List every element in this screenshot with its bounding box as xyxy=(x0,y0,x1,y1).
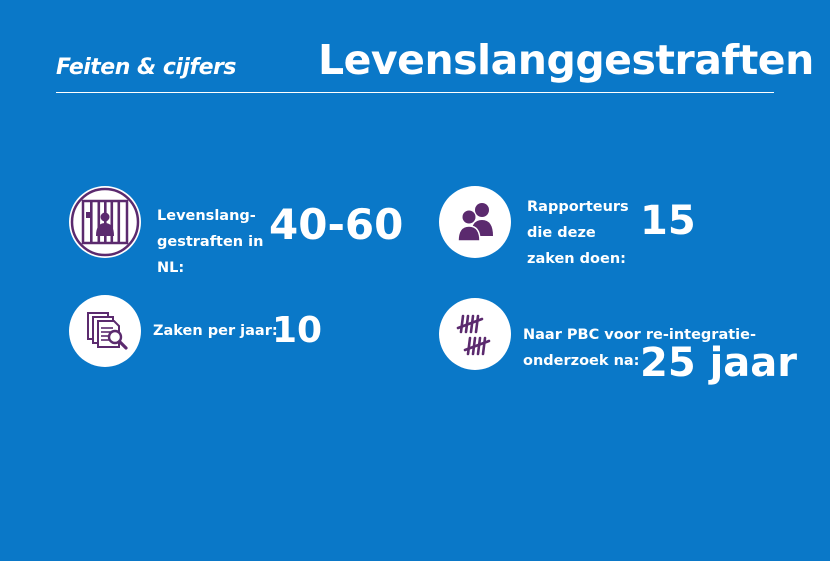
tally-marks-icon xyxy=(439,298,511,370)
fact-label-line: Naar PBC voor re-integratie- xyxy=(523,327,756,343)
fact-label-line: die deze xyxy=(527,225,596,241)
brand-label: Feiten & cijfers xyxy=(56,55,236,80)
fact-label-line: Levenslang- xyxy=(157,208,256,224)
document-search-icon xyxy=(69,295,141,367)
page-title: Levenslanggestraften xyxy=(318,36,814,84)
fact-label-pbc: Naar PBC voor re-integratie- onderzoek n… xyxy=(523,322,756,374)
fact-label-line: zaken doen: xyxy=(527,251,626,267)
people-icon xyxy=(439,186,511,258)
fact-label-line: Zaken per jaar: xyxy=(153,323,278,339)
fact-label-line: NL: xyxy=(157,260,185,276)
fact-value-lifers: 40-60 xyxy=(269,200,404,249)
fact-label-line: Rapporteurs xyxy=(527,199,629,215)
prison-bars-icon xyxy=(69,186,141,258)
fact-value-cases: 10 xyxy=(272,310,323,351)
fact-label-lifers: Levenslang- gestraften in NL: xyxy=(157,203,263,281)
fact-label-reporters: Rapporteurs die deze zaken doen: xyxy=(527,194,629,272)
fact-label-line: gestraften in xyxy=(157,234,264,250)
fact-label-cases: Zaken per jaar: xyxy=(153,318,278,344)
fact-label-line: onderzoek na: xyxy=(523,353,640,369)
fact-value-pbc: 25 jaar xyxy=(640,340,798,386)
header-divider xyxy=(56,92,774,93)
fact-value-reporters: 15 xyxy=(640,198,696,244)
